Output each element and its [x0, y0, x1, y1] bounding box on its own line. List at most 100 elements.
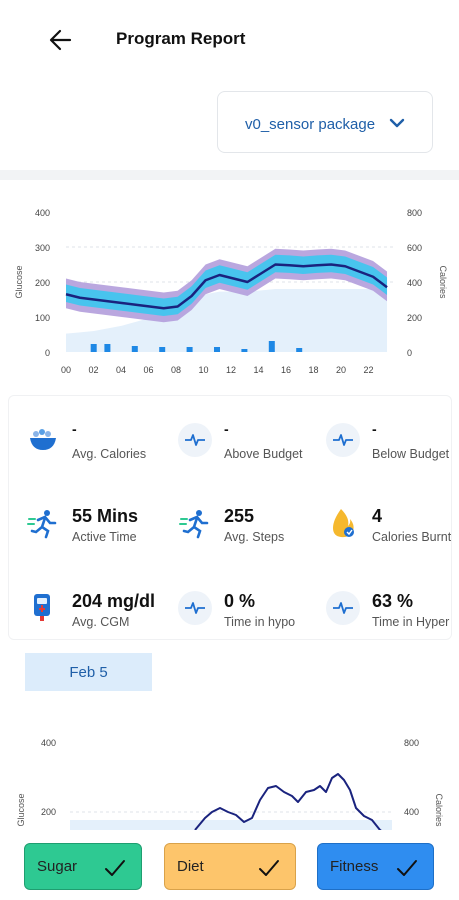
metric-value: -	[72, 421, 77, 437]
daily-glucose-chart: 400 200 800 400 Glucose Calories	[16, 738, 444, 840]
metric-avg-calories: - Avg. Calories	[26, 421, 161, 463]
metric-label: Avg. CGM	[72, 615, 130, 629]
check-icon	[259, 860, 279, 876]
calorie-bar	[296, 348, 303, 352]
glucose-mean-line	[65, 263, 388, 310]
x-tick-label: 20	[336, 365, 346, 375]
y2-axis-label: Calories	[434, 793, 444, 827]
metric-avg-cgm: 204 mg/dl Avg. CGM	[26, 591, 161, 631]
bottom-tab-bar: Sugar Diet Fitness	[0, 830, 459, 900]
metric-active-time: 55 Mins Active Time	[26, 506, 161, 546]
calorie-bar	[104, 344, 111, 352]
metric-value: 204 mg/dl	[72, 591, 156, 611]
y2-tick-label: 800	[407, 208, 422, 218]
metric-label: Calories Burnt	[372, 530, 452, 544]
calorie-bar	[159, 347, 166, 352]
calorie-bar	[90, 344, 97, 352]
metric-label: Below Budget	[372, 447, 450, 461]
calories-area	[66, 289, 388, 352]
y-tick-label: 400	[35, 208, 50, 218]
tab-sugar[interactable]: Sugar	[24, 843, 142, 890]
arrow-left-icon	[49, 29, 72, 51]
x-tick-label: 00	[61, 365, 71, 375]
food-bowl-icon	[26, 423, 60, 457]
x-tick-label: 12	[226, 365, 236, 375]
y2-tick-label: 400	[407, 278, 422, 288]
pulse-icon	[326, 591, 360, 625]
metric-label: Avg. Calories	[72, 447, 147, 461]
chevron-down-icon	[389, 118, 405, 128]
x-tick-label: 22	[363, 365, 373, 375]
package-select-value: v0_sensor package	[245, 116, 376, 133]
x-tick-label: 16	[281, 365, 291, 375]
tab-sugar-label: Sugar	[37, 858, 78, 875]
pulse-icon	[178, 591, 212, 625]
calorie-bar	[186, 347, 193, 352]
y2-tick-label: 200	[407, 313, 422, 323]
metric-above-budget: - Above Budget	[178, 421, 313, 463]
metric-label: Above Budget	[224, 447, 303, 461]
runner-icon	[26, 506, 60, 540]
y2-tick-label: 800	[404, 738, 419, 748]
metric-calories-burnt: 4 Calories Burnt	[326, 506, 452, 546]
calorie-bar	[241, 349, 248, 352]
x-tick-label: 04	[116, 365, 126, 375]
metric-value: 63 %	[372, 591, 414, 611]
runner-icon	[178, 506, 212, 540]
calorie-bar	[214, 347, 220, 352]
back-button[interactable]	[44, 24, 80, 56]
metric-label: Time in Hyper	[372, 615, 450, 629]
y-axis-label: Glucose	[16, 793, 26, 826]
metric-avg-steps: 255 Avg. Steps	[178, 506, 313, 546]
x-tick-label: 18	[308, 365, 318, 375]
metric-label: Active Time	[72, 530, 137, 544]
y-tick-label: 300	[35, 243, 50, 253]
x-tick-label: 08	[171, 365, 181, 375]
metric-value: 55 Mins	[72, 506, 139, 526]
x-tick-label: 14	[253, 365, 263, 375]
calorie-bar	[131, 346, 138, 352]
calorie-bar	[268, 341, 275, 352]
y2-axis-label: Calories	[438, 265, 448, 299]
inner-range-band	[66, 254, 388, 316]
metric-label: Avg. Steps	[224, 530, 285, 544]
package-select[interactable]: v0_sensor package	[217, 91, 433, 153]
pulse-icon	[178, 423, 212, 457]
y-tick-label: 0	[45, 348, 50, 358]
tab-fitness-label: Fitness	[330, 858, 379, 875]
y2-tick-label: 0	[407, 348, 412, 358]
metric-value: -	[372, 421, 377, 437]
x-tick-label: 10	[198, 365, 208, 375]
tab-diet-label: Diet	[177, 858, 204, 875]
check-icon	[105, 860, 125, 876]
y-tick-label: 200	[41, 807, 56, 817]
page-title: Program Report	[116, 29, 246, 48]
metric-value: 0 %	[224, 591, 256, 611]
date-chip-label: Feb 5	[69, 663, 108, 681]
y-tick-label: 100	[35, 313, 50, 323]
x-tick-label: 02	[88, 365, 98, 375]
tab-diet[interactable]: Diet	[164, 843, 296, 890]
glucose-line	[194, 773, 387, 835]
y-tick-label: 400	[41, 738, 56, 748]
y2-tick-label: 600	[407, 243, 422, 253]
metric-value: 255	[224, 506, 255, 526]
tab-fitness[interactable]: Fitness	[317, 843, 434, 890]
metric-value: 4	[372, 506, 383, 526]
metrics-card: - Avg. Calories - Above Budget - Below Budget…	[8, 395, 452, 640]
metric-value: -	[224, 421, 229, 437]
date-chip[interactable]: Feb 5	[25, 653, 152, 691]
y-tick-label: 200	[35, 278, 50, 288]
x-tick-label: 06	[143, 365, 153, 375]
metric-below-budget: - Below Budget	[326, 421, 451, 463]
glucose-meter-icon	[26, 591, 60, 625]
y-axis-label: Glucose	[14, 265, 24, 298]
flame-icon	[326, 506, 360, 540]
metric-label: Time in hypo	[224, 615, 296, 629]
y2-tick-label: 400	[404, 807, 419, 817]
pulse-icon	[326, 423, 360, 457]
metric-time-in-hypo: 0 % Time in hypo	[178, 591, 313, 631]
check-icon	[397, 860, 417, 876]
metric-time-in-hyper: 63 % Time in Hyper	[326, 591, 451, 631]
